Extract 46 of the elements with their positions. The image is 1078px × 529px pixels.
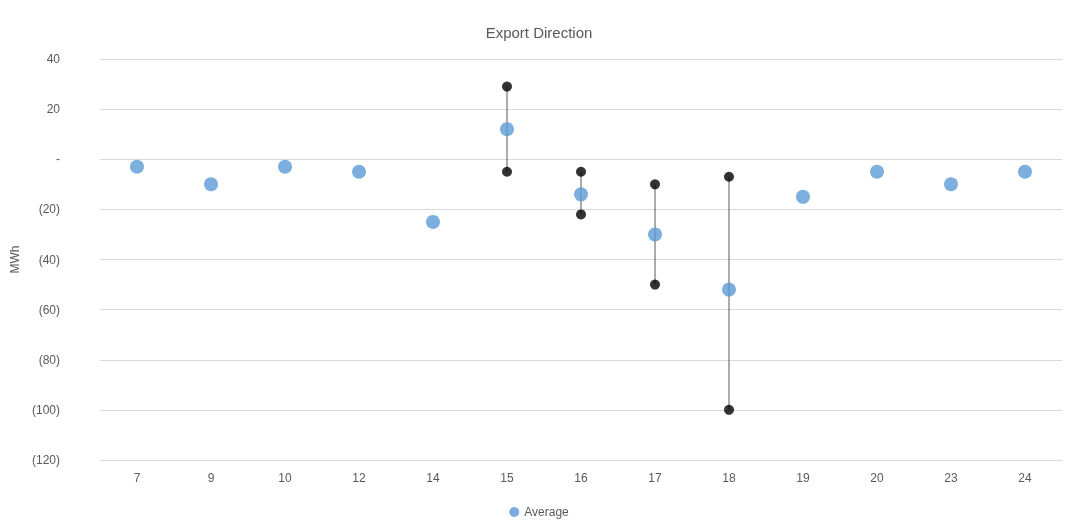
point	[870, 164, 884, 179]
point	[574, 187, 588, 202]
legend-label: Average	[524, 505, 570, 519]
y-tick-label: (60)	[38, 302, 60, 317]
point	[352, 164, 366, 179]
x-tick-label: 16	[574, 471, 588, 485]
point	[648, 227, 662, 242]
y-tick-label: (100)	[31, 402, 60, 417]
point	[650, 279, 660, 290]
x-tick-label: 23	[944, 471, 958, 485]
point	[1018, 164, 1032, 179]
point	[576, 209, 586, 220]
x-tick-label: 9	[207, 471, 215, 485]
x-tick-label: 12	[352, 471, 366, 485]
point	[500, 122, 514, 137]
x-tick-label: 24	[1018, 471, 1032, 485]
point	[502, 81, 512, 92]
point	[576, 166, 586, 177]
point	[426, 214, 440, 229]
y-tick-label: -	[56, 152, 60, 167]
point	[502, 166, 512, 177]
point	[724, 171, 734, 182]
x-tick-label: 15	[500, 471, 514, 485]
x-tick-label: 20	[870, 471, 884, 485]
point	[130, 159, 144, 174]
point	[204, 177, 218, 192]
x-tick-label: 18	[722, 471, 736, 485]
x-tick-label: 7	[133, 471, 141, 485]
y-axis-title: MWh	[8, 245, 23, 274]
point	[650, 179, 660, 190]
x-tick-label: 17	[648, 471, 662, 485]
chart-title: Export Direction	[485, 24, 593, 41]
x-tick-label: 10	[278, 471, 292, 485]
y-tick-label: 20	[46, 102, 61, 117]
y-tick-label: 40	[46, 52, 61, 66]
y-tick-label: (20)	[38, 202, 60, 217]
y-tick-label: (40)	[38, 252, 60, 267]
point	[278, 159, 292, 174]
y-tick-label: (120)	[31, 453, 60, 467]
x-tick-label: 19	[796, 471, 810, 485]
y-tick-label: (80)	[38, 352, 60, 367]
point	[796, 189, 810, 204]
point	[724, 404, 734, 415]
point	[944, 177, 958, 192]
x-tick-label: 14	[426, 471, 440, 485]
point	[722, 282, 736, 297]
